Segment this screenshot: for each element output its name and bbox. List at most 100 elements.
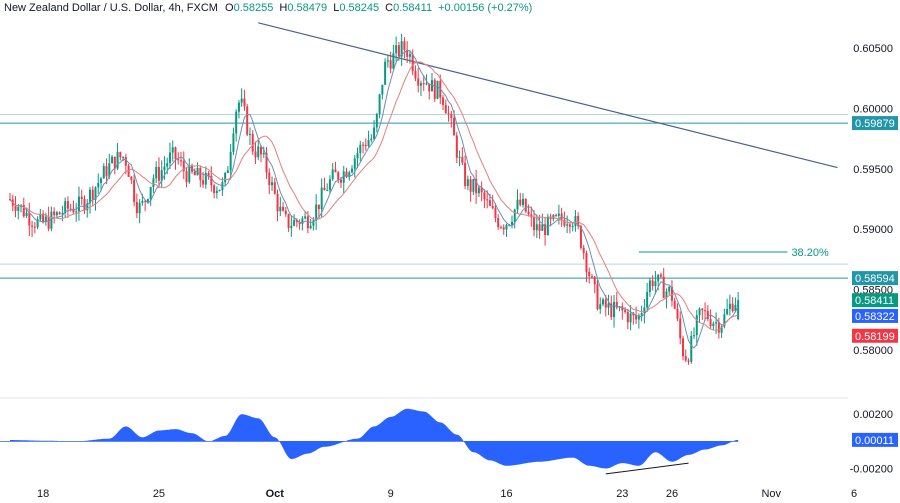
candle-177: [497, 214, 500, 230]
candle-72: [207, 171, 210, 180]
candle-208: [582, 244, 585, 260]
candle-70: [202, 172, 205, 188]
candle-166: [466, 175, 469, 191]
candle-10: [36, 216, 39, 230]
candle-147: [414, 65, 417, 81]
candle-158: [444, 99, 447, 114]
candle-body: [144, 200, 147, 202]
candle-170: [477, 185, 480, 197]
candle-241: [673, 297, 676, 310]
candle-body: [301, 218, 304, 225]
candle-body: [497, 218, 500, 228]
candle-body: [709, 318, 712, 327]
candle-143: [403, 37, 406, 59]
y-tick-label-5: 0.58000: [853, 345, 893, 357]
candle-body: [585, 253, 588, 272]
candle-131: [370, 134, 373, 143]
candle-126: [356, 147, 359, 169]
candle-body: [196, 167, 199, 176]
candle-44: [130, 175, 133, 185]
candle-253: [706, 305, 709, 322]
candle-body: [364, 144, 367, 147]
candle-55: [160, 160, 163, 189]
candle-163: [458, 150, 461, 167]
candle-body: [568, 224, 571, 227]
candle-body: [295, 219, 298, 223]
ma-fast-line: [9, 49, 739, 349]
candle-183: [513, 208, 516, 229]
low-value: 0.58245: [339, 2, 379, 14]
candle-112: [317, 204, 320, 219]
candle-body: [373, 127, 376, 139]
y-tick-label-3: 0.59000: [853, 224, 893, 236]
candle-body: [728, 303, 731, 310]
candle-162: [455, 131, 458, 164]
osc-y-tick-label-0: 0.00200: [853, 409, 893, 421]
candle-92: [262, 146, 265, 159]
candle-body: [673, 300, 676, 309]
candle-144: [406, 41, 409, 63]
time-axis: 18 25 Oct 9 16 23 26 Nov 6: [37, 488, 857, 500]
candle-249: [695, 309, 698, 346]
candle-body: [14, 205, 17, 211]
candle-body: [679, 318, 682, 339]
candle-body: [626, 312, 629, 323]
candle-body: [392, 53, 395, 69]
candle-214: [599, 297, 602, 314]
candle-234: [654, 271, 657, 295]
candle-body: [160, 170, 163, 181]
candle-body: [687, 360, 690, 362]
candle-body: [450, 114, 453, 119]
candle-body: [706, 310, 709, 319]
candle-body: [499, 227, 502, 229]
candle-60: [174, 146, 177, 170]
fib-label: 38.20%: [791, 247, 829, 259]
candle-94: [268, 168, 271, 195]
candle-168: [472, 178, 475, 196]
candle-body: [665, 291, 668, 299]
candle-128: [362, 141, 365, 154]
candle-body: [331, 169, 334, 180]
candle-90: [257, 138, 260, 161]
candle-40: [119, 151, 122, 161]
candle-250: [698, 307, 701, 323]
candle-body: [704, 310, 707, 312]
candle-231: [646, 283, 649, 313]
osc-value-badge-label: 0.00011: [855, 435, 894, 447]
candle-11: [39, 208, 42, 222]
candle-body: [522, 198, 525, 205]
oscillator-pane: 0.00200 -0.00200 0.00011: [0, 408, 898, 476]
candle-209: [585, 250, 588, 283]
candle-body: [447, 113, 450, 115]
chart-header: New Zealand Dollar / U.S. Dollar, 4h, FX…: [4, 2, 532, 14]
candle-251: [701, 308, 704, 320]
candle-262: [731, 297, 734, 313]
x-tick-label-6: 26: [666, 488, 678, 500]
candle-97: [276, 189, 279, 222]
candle-body: [177, 159, 180, 161]
candle-body: [69, 208, 72, 210]
candle-132: [373, 119, 376, 141]
candle-175: [491, 195, 494, 210]
candle-172: [483, 189, 486, 209]
candle-body: [61, 213, 64, 215]
candle-body: [64, 201, 67, 214]
price-badge-label-ma_fast: 0.58322: [855, 311, 895, 323]
candle-202: [566, 215, 569, 234]
candle-238: [665, 288, 668, 309]
candle-217: [607, 294, 610, 316]
candle-76: [218, 189, 221, 192]
candle-98: [279, 196, 282, 217]
candle-body: [670, 286, 673, 301]
candle-130: [367, 130, 370, 148]
candle-body: [624, 310, 627, 313]
candle-125: [353, 155, 356, 178]
candle-24: [75, 203, 78, 222]
candle-3: [17, 203, 20, 220]
candle-body: [389, 60, 392, 69]
candle-body: [86, 203, 89, 211]
candle-105: [298, 219, 301, 230]
candle-body: [414, 71, 417, 79]
